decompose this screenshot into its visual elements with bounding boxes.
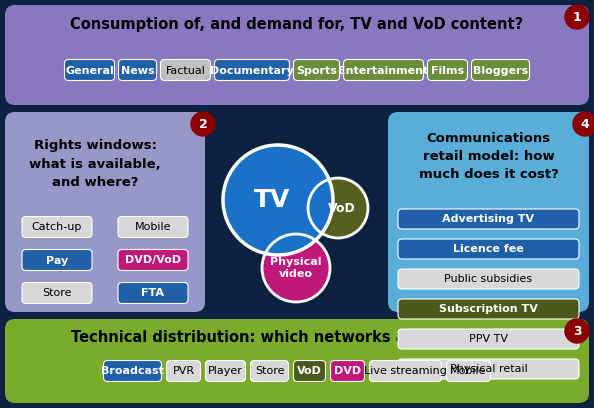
- FancyBboxPatch shape: [388, 112, 589, 312]
- FancyBboxPatch shape: [398, 329, 579, 349]
- Text: 3: 3: [573, 325, 582, 338]
- Text: Technical distribution: which networks and devices?: Technical distribution: which networks a…: [71, 330, 503, 344]
- FancyBboxPatch shape: [65, 60, 115, 80]
- FancyBboxPatch shape: [398, 359, 579, 379]
- Text: Mobile: Mobile: [450, 366, 486, 377]
- Text: Rights windows:
what is available,
and where?: Rights windows: what is available, and w…: [29, 140, 161, 188]
- Text: Store: Store: [42, 288, 72, 299]
- Text: Catch-up: Catch-up: [32, 222, 82, 233]
- Text: Pay: Pay: [46, 255, 68, 266]
- FancyBboxPatch shape: [293, 60, 340, 80]
- FancyBboxPatch shape: [369, 361, 441, 381]
- Text: 4: 4: [580, 118, 589, 131]
- FancyBboxPatch shape: [398, 209, 579, 229]
- Circle shape: [223, 145, 333, 255]
- Text: Entertainment: Entertainment: [339, 66, 429, 75]
- Text: News: News: [121, 66, 154, 75]
- FancyBboxPatch shape: [343, 60, 424, 80]
- Text: Public subsidies: Public subsidies: [444, 275, 533, 284]
- FancyBboxPatch shape: [22, 250, 92, 271]
- Text: Advertising TV: Advertising TV: [443, 215, 535, 224]
- Text: PPV TV: PPV TV: [469, 335, 508, 344]
- FancyBboxPatch shape: [118, 60, 156, 80]
- FancyBboxPatch shape: [22, 217, 92, 237]
- Text: Store: Store: [255, 366, 285, 377]
- Circle shape: [565, 319, 589, 343]
- FancyBboxPatch shape: [428, 60, 467, 80]
- FancyBboxPatch shape: [209, 112, 384, 312]
- Circle shape: [573, 112, 594, 136]
- Circle shape: [191, 112, 215, 136]
- Text: FTA: FTA: [141, 288, 165, 299]
- Text: VoD: VoD: [328, 202, 356, 215]
- Circle shape: [565, 5, 589, 29]
- Text: Live streaming: Live streaming: [364, 366, 447, 377]
- Text: TV: TV: [254, 188, 290, 212]
- FancyBboxPatch shape: [398, 239, 579, 259]
- Text: Documentary: Documentary: [210, 66, 294, 75]
- FancyBboxPatch shape: [214, 60, 289, 80]
- FancyBboxPatch shape: [118, 250, 188, 271]
- Text: DVD: DVD: [334, 366, 361, 377]
- FancyBboxPatch shape: [160, 60, 210, 80]
- FancyBboxPatch shape: [22, 282, 92, 304]
- FancyBboxPatch shape: [330, 361, 365, 381]
- Text: Sports: Sports: [296, 66, 337, 75]
- Text: Physical
video: Physical video: [270, 257, 322, 279]
- FancyBboxPatch shape: [118, 282, 188, 304]
- FancyBboxPatch shape: [447, 361, 491, 381]
- Text: General: General: [65, 66, 114, 75]
- Text: Licence fee: Licence fee: [453, 244, 524, 255]
- Text: Factual: Factual: [166, 66, 206, 75]
- Text: PVR: PVR: [172, 366, 195, 377]
- Text: Communications
retail model: how
much does it cost?: Communications retail model: how much do…: [419, 133, 558, 182]
- Text: VoD: VoD: [297, 366, 322, 377]
- Text: Bloggers: Bloggers: [473, 66, 528, 75]
- Text: Mobile: Mobile: [135, 222, 171, 233]
- Text: 1: 1: [573, 11, 582, 24]
- FancyBboxPatch shape: [103, 361, 162, 381]
- Text: Consumption of, and demand for, TV and VoD content?: Consumption of, and demand for, TV and V…: [70, 16, 524, 31]
- FancyBboxPatch shape: [5, 5, 589, 105]
- Text: Subscription TV: Subscription TV: [439, 304, 538, 315]
- Circle shape: [308, 178, 368, 238]
- Text: DVD/VoD: DVD/VoD: [125, 255, 181, 266]
- Circle shape: [262, 234, 330, 302]
- FancyBboxPatch shape: [118, 217, 188, 237]
- FancyBboxPatch shape: [472, 60, 529, 80]
- FancyBboxPatch shape: [5, 112, 205, 312]
- FancyBboxPatch shape: [206, 361, 245, 381]
- Text: Player: Player: [208, 366, 243, 377]
- Text: 2: 2: [198, 118, 207, 131]
- Text: Broadcast: Broadcast: [101, 366, 164, 377]
- FancyBboxPatch shape: [251, 361, 289, 381]
- FancyBboxPatch shape: [166, 361, 201, 381]
- FancyBboxPatch shape: [398, 269, 579, 289]
- FancyBboxPatch shape: [398, 299, 579, 319]
- Text: Physical retail: Physical retail: [450, 364, 527, 375]
- FancyBboxPatch shape: [5, 319, 589, 403]
- FancyBboxPatch shape: [293, 361, 326, 381]
- Text: Films: Films: [431, 66, 464, 75]
